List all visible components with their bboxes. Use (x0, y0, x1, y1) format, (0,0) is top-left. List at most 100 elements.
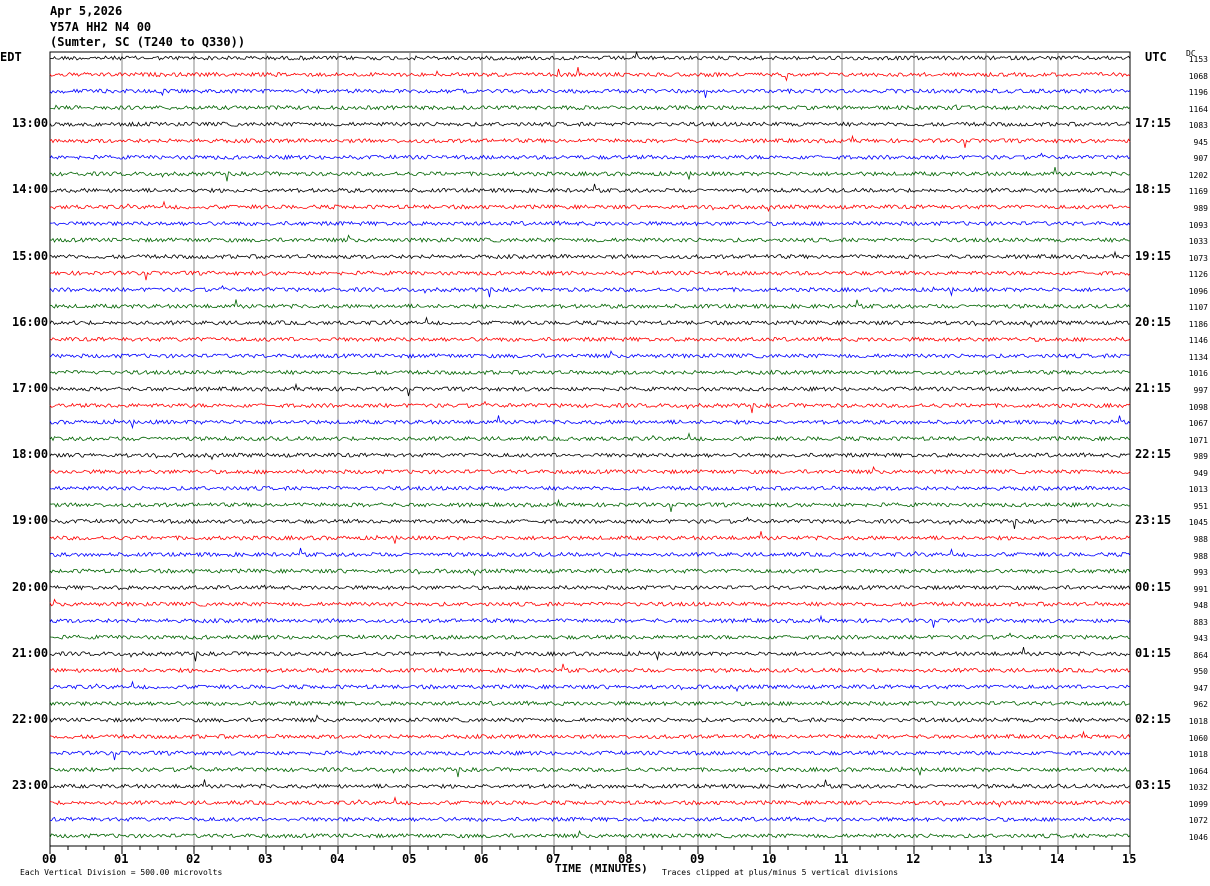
dc-offset-label: 1018 (1188, 750, 1208, 760)
seismic-trace (49, 516, 1131, 529)
dc-offset-label: 1107 (1188, 303, 1208, 313)
dc-offset-label: 864 (1193, 650, 1208, 660)
seismic-trace (49, 632, 1130, 641)
dc-offset-label: 1169 (1188, 187, 1208, 197)
dc-offset-label: 1153 (1188, 55, 1208, 64)
seismic-trace (49, 714, 1131, 723)
seismic-trace (49, 730, 1131, 740)
dc-offset-label: 1196 (1188, 88, 1208, 98)
right-hour-label: 21:15 (1135, 381, 1172, 395)
x-tick-label: 09 (690, 852, 705, 866)
x-tick-label: 08 (618, 852, 633, 866)
dc-offset-label: 1083 (1188, 121, 1208, 131)
right-hour-label: 02:15 (1135, 712, 1172, 726)
dc-offset-label: 1045 (1188, 518, 1208, 528)
dc-offset-label: 997 (1193, 386, 1208, 395)
dc-offset-label: 989 (1193, 452, 1208, 462)
seismic-trace (49, 663, 1131, 674)
x-tick-label: 04 (330, 852, 345, 866)
x-tick-label: 12 (906, 852, 921, 866)
x-tick-label: 14 (1050, 852, 1065, 866)
left-hour-label: 18:00 (12, 447, 49, 462)
left-hour-label: 22:00 (12, 712, 49, 726)
dc-offset-label: 991 (1193, 584, 1208, 594)
x-tick-label: 00 (42, 852, 57, 866)
x-tick-label: 01 (114, 852, 129, 866)
dc-offset-label: 1073 (1188, 253, 1208, 263)
dc-offset-label: 1134 (1188, 352, 1208, 362)
dc-offset-label: 1098 (1188, 402, 1208, 412)
seismic-trace (49, 400, 1131, 414)
x-axis-label: TIME (MINUTES) (555, 862, 648, 875)
dc-offset-label: 988 (1193, 534, 1208, 544)
seismic-trace (49, 121, 1131, 128)
left-hour-label: 16:00 (12, 314, 49, 329)
dc-offset-label: 1096 (1188, 286, 1208, 296)
seismic-trace (49, 531, 1131, 544)
date-label: Apr 5,2026 (50, 4, 123, 18)
dc-offset-label: 1046 (1188, 832, 1208, 842)
x-tick-label: 15 (1122, 852, 1137, 866)
seismic-trace (49, 88, 1131, 98)
seismic-trace (49, 796, 1131, 808)
right-hour-label: 20:15 (1135, 314, 1172, 329)
left-hour-label: 13:00 (12, 116, 49, 131)
dc-offset-label: 943 (1193, 634, 1208, 644)
dc-offset-label: 989 (1193, 203, 1208, 213)
seismic-trace (49, 50, 1131, 61)
right-hour-label: 23:15 (1135, 513, 1172, 528)
left-hour-label: 15:00 (12, 248, 49, 263)
right-hour-label: 03:15 (1135, 778, 1172, 793)
location-label: (Sumter, SC (T240 to Q330)) (50, 35, 246, 49)
seismic-trace (49, 750, 1131, 761)
seismic-trace (49, 382, 1131, 397)
left-hour-label: 17:00 (12, 381, 49, 395)
seismic-trace (49, 369, 1131, 376)
dc-offset-label: 1060 (1188, 733, 1208, 743)
left-hour-label: 23:00 (12, 778, 49, 793)
seismic-trace (49, 234, 1131, 243)
seismic-trace (49, 299, 1131, 310)
seismic-trace (49, 465, 1131, 475)
seismic-trace (49, 452, 1131, 461)
dc-offset-label: 988 (1193, 551, 1208, 561)
seismic-trace (49, 250, 1131, 260)
x-tick-label: 10 (762, 852, 777, 866)
left-timezone: EDT (0, 50, 22, 64)
seismic-trace (49, 415, 1131, 430)
dc-offset-label: 947 (1193, 683, 1208, 693)
dc-offset-label: 951 (1193, 501, 1208, 511)
right-hour-label: 22:15 (1135, 447, 1172, 462)
seismic-trace (49, 764, 1131, 778)
left-hour-label: 21:00 (12, 645, 49, 660)
dc-offset-label: 883 (1193, 617, 1208, 627)
dc-offset-label: 1186 (1188, 319, 1208, 329)
seismic-trace (49, 152, 1131, 161)
seismic-trace (49, 67, 1131, 82)
seismic-trace (49, 316, 1131, 328)
x-tick-label: 07 (546, 852, 561, 866)
dc-offset-label: 907 (1193, 154, 1208, 164)
dc-offset-label: 948 (1193, 601, 1208, 611)
x-tick-label: 11 (834, 852, 849, 866)
dc-offset-label: 1071 (1188, 435, 1208, 445)
right-hour-label: 00:15 (1135, 579, 1172, 594)
dc-offset-label: 1064 (1188, 766, 1208, 776)
x-tick-label: 05 (402, 852, 417, 866)
seismic-trace (49, 336, 1131, 343)
plot-frame (49, 51, 1131, 847)
seismic-trace (49, 485, 1131, 492)
dc-offset-label: 949 (1193, 468, 1208, 478)
dc-offset-label: 945 (1193, 137, 1208, 147)
seismic-trace (49, 350, 1131, 359)
seismic-trace (49, 700, 1131, 707)
dc-offset-label: 1126 (1188, 270, 1208, 280)
seismic-trace (49, 183, 1131, 194)
dc-offset-label: 1068 (1188, 71, 1208, 81)
right-timezone: UTC (1145, 50, 1167, 64)
dc-offset-label: 1018 (1188, 717, 1208, 726)
seismic-trace (49, 547, 1131, 558)
dc-offset-label: 1032 (1188, 783, 1208, 793)
